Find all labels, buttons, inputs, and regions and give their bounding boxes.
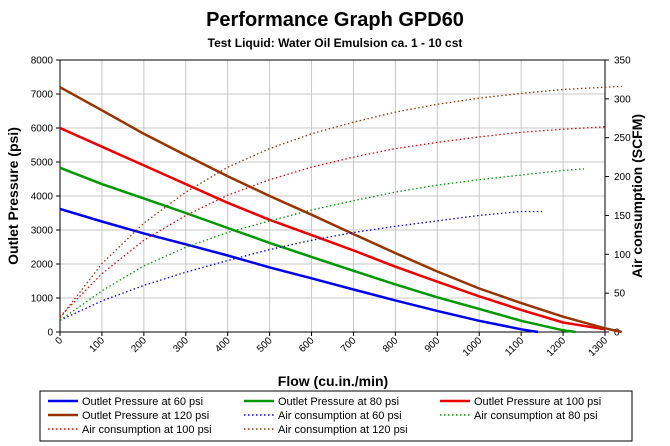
legend-frame: [39, 390, 633, 442]
series-line-4: [59, 86, 623, 334]
y-tick-label: 8000: [31, 56, 54, 67]
series-line-7: [59, 126, 606, 317]
y-tick-label: 4000: [31, 192, 54, 203]
legend-label-1: Outlet Pressure at 60 psi: [82, 396, 203, 408]
x-tick-label: 700: [339, 335, 359, 355]
series-line-5: [59, 210, 543, 321]
y-tick-label: 6000: [31, 124, 54, 135]
y2-axis-label: Air consumption (SCFM): [629, 114, 645, 278]
y2-axis-ticks: 0 50 100 150 200 250 300 350: [605, 56, 631, 339]
y-tick-label: 2000: [31, 260, 54, 271]
series-line-3: [59, 126, 606, 331]
legend-label-4: Outlet Pressure at 120 psi: [82, 410, 209, 422]
y2-tick-label: 200: [614, 172, 631, 183]
x-tick-label: 100: [87, 335, 107, 355]
chart-title: Performance Graph GPD60: [206, 9, 464, 31]
x-tick-label: 200: [129, 335, 149, 355]
y-axis-label: Outlet Pressure (psi): [5, 127, 21, 265]
y2-tick-label: 350: [614, 56, 631, 67]
x-tick-label: 600: [297, 335, 317, 355]
y2-axis-label-line1: Air consumption (SCFM): [629, 114, 645, 278]
chart-subtitle: Test Liquid: Water Oil Emulsion ca. 1 - …: [208, 36, 463, 50]
y2-tick-label: 300: [614, 94, 631, 105]
series-line-2: [59, 166, 576, 334]
legend-label-2: Outlet Pressure at 80 psi: [278, 396, 399, 408]
y2-tick-label: 100: [614, 250, 631, 261]
y2-tick-label: 50: [614, 289, 626, 300]
x-tick-label: 400: [213, 335, 233, 355]
legend-label-6: Air consumption at 80 psi: [474, 410, 598, 422]
legend-label-3: Outlet Pressure at 100 psi: [474, 396, 601, 408]
y2-tick-label: 0: [614, 328, 620, 339]
x-tick-label: 1300: [587, 335, 611, 359]
legend-label-8: Air consumption at 120 psi: [278, 424, 408, 436]
legend: Outlet Pressure at 60 psi Outlet Pressure…: [48, 396, 601, 436]
x-tick-label: 800: [381, 335, 401, 355]
x-tick-label: 1200: [545, 335, 569, 359]
y-axis-ticks: 0 1000 2000 3000 4000 5000 6000 7000 8000: [31, 56, 60, 339]
gridlines: [60, 60, 605, 332]
y-tick-label: 0: [47, 328, 53, 339]
x-tick-label: 1000: [461, 335, 485, 359]
legend-label-5: Air consumption at 60 psi: [278, 410, 402, 422]
x-tick-label: 900: [423, 335, 443, 355]
x-axis-ticks: 0 100 200 300 400 500 600 700 800 900 1000 1100 1200…: [53, 332, 610, 359]
series-line-1: [59, 207, 539, 334]
series-lines: [59, 85, 623, 334]
x-tick-label: 500: [255, 335, 275, 355]
x-tick-label: 300: [171, 335, 191, 355]
y-tick-label: 7000: [31, 90, 54, 101]
y-tick-label: 5000: [31, 158, 54, 169]
series-line-8: [59, 85, 622, 319]
x-tick-label: 1100: [503, 335, 526, 358]
y2-tick-label: 250: [614, 133, 631, 144]
y2-tick-label: 150: [614, 211, 631, 222]
x-axis-label: Flow (cu.in./min): [278, 373, 388, 389]
y-tick-label: 3000: [31, 226, 54, 237]
legend-label-7: Air consumption at 100 psi: [82, 424, 212, 436]
x-tick-label: 0: [53, 335, 65, 347]
y-tick-label: 1000: [31, 294, 54, 305]
